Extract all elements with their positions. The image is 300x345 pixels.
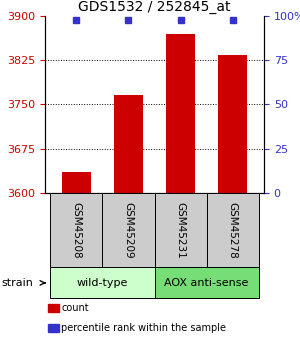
Bar <box>50 193 102 267</box>
Text: GSM45231: GSM45231 <box>176 202 186 259</box>
Title: GDS1532 / 252845_at: GDS1532 / 252845_at <box>78 0 231 14</box>
Text: percentile rank within the sample: percentile rank within the sample <box>61 323 226 333</box>
Bar <box>166 34 195 193</box>
Bar <box>62 172 91 193</box>
Bar <box>207 193 259 267</box>
Bar <box>218 55 247 193</box>
Text: count: count <box>61 303 89 313</box>
Bar <box>102 193 154 267</box>
Text: GSM45209: GSM45209 <box>123 202 134 259</box>
Text: strain: strain <box>2 278 33 288</box>
Text: GSM45208: GSM45208 <box>71 202 81 259</box>
Text: wild-type: wild-type <box>77 278 128 288</box>
Text: GSM45278: GSM45278 <box>228 202 238 259</box>
Text: AOX anti-sense: AOX anti-sense <box>164 278 249 288</box>
Bar <box>154 193 207 267</box>
Bar <box>114 96 143 193</box>
Bar <box>154 267 259 298</box>
Bar <box>50 267 154 298</box>
